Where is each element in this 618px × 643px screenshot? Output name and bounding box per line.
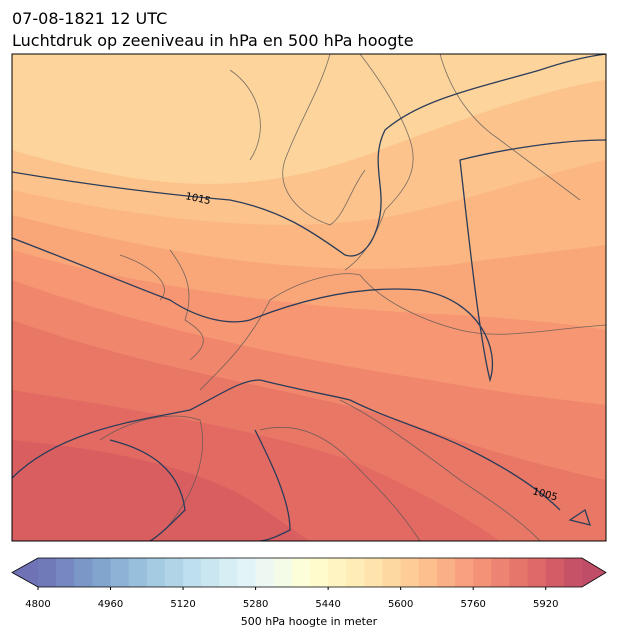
colorbar-tick-label: 5760 xyxy=(460,599,485,610)
colorbar-band xyxy=(364,558,384,587)
map-frame xyxy=(11,53,607,542)
colorbar-band xyxy=(291,558,311,587)
colorbar-band xyxy=(56,558,75,587)
colorbar-band xyxy=(201,558,220,587)
colorbar-tick-label: 4960 xyxy=(98,599,123,610)
colorbar-tick-label: 5280 xyxy=(243,599,268,610)
colorbar-label: 500 hPa hoogte in meter xyxy=(241,615,378,628)
colorbar-band xyxy=(455,558,474,587)
colorbar-band xyxy=(92,558,112,587)
colorbar-band xyxy=(509,558,529,587)
colorbar: 4800 4960 5120 5280 5440 5600 5760 5920 xyxy=(11,557,607,610)
colorbar-band xyxy=(255,558,275,587)
colorbar-band xyxy=(346,558,365,587)
colorbar-band xyxy=(237,558,257,587)
isobar-label: 1015 xyxy=(184,191,211,207)
colorbar-extend-low xyxy=(12,558,38,587)
colorbar-tick-label: 5920 xyxy=(533,599,558,610)
colorbar-tick-label: 5440 xyxy=(315,599,340,610)
colorbar-band xyxy=(382,558,402,587)
colorbar-band xyxy=(110,558,130,587)
colorbar-band xyxy=(74,558,93,587)
colorbar-band xyxy=(436,558,456,587)
colorbar-band xyxy=(491,558,510,587)
colorbar-band xyxy=(400,558,420,587)
map: 1015 1005 xyxy=(12,54,606,541)
colorbar-band xyxy=(563,558,583,587)
colorbar-tick-label: 5600 xyxy=(388,599,413,610)
colorbar-band xyxy=(219,558,238,587)
colorbar-band xyxy=(527,558,547,587)
colorbar-band xyxy=(545,558,565,587)
colorbar-tick-label: 4800 xyxy=(25,599,50,610)
colorbar-band xyxy=(273,558,293,587)
colorbar-band xyxy=(473,558,492,587)
colorbar-band xyxy=(418,558,438,587)
colorbar-band xyxy=(183,558,202,587)
colorbar-tick-label: 5120 xyxy=(170,599,195,610)
colorbar-band xyxy=(146,558,166,587)
map-title: Luchtdruk op zeeniveau in hPa en 500 hPa… xyxy=(12,31,414,50)
colorbar-band xyxy=(128,558,148,587)
colorbar-extend-high xyxy=(582,558,606,587)
colorbar-band xyxy=(164,558,184,587)
colorbar-band xyxy=(38,558,57,587)
colorbar-band xyxy=(328,558,347,587)
colorbar-outline xyxy=(11,557,607,588)
date-title: 07-08-1821 12 UTC xyxy=(12,9,167,28)
colorbar-band xyxy=(310,558,329,587)
